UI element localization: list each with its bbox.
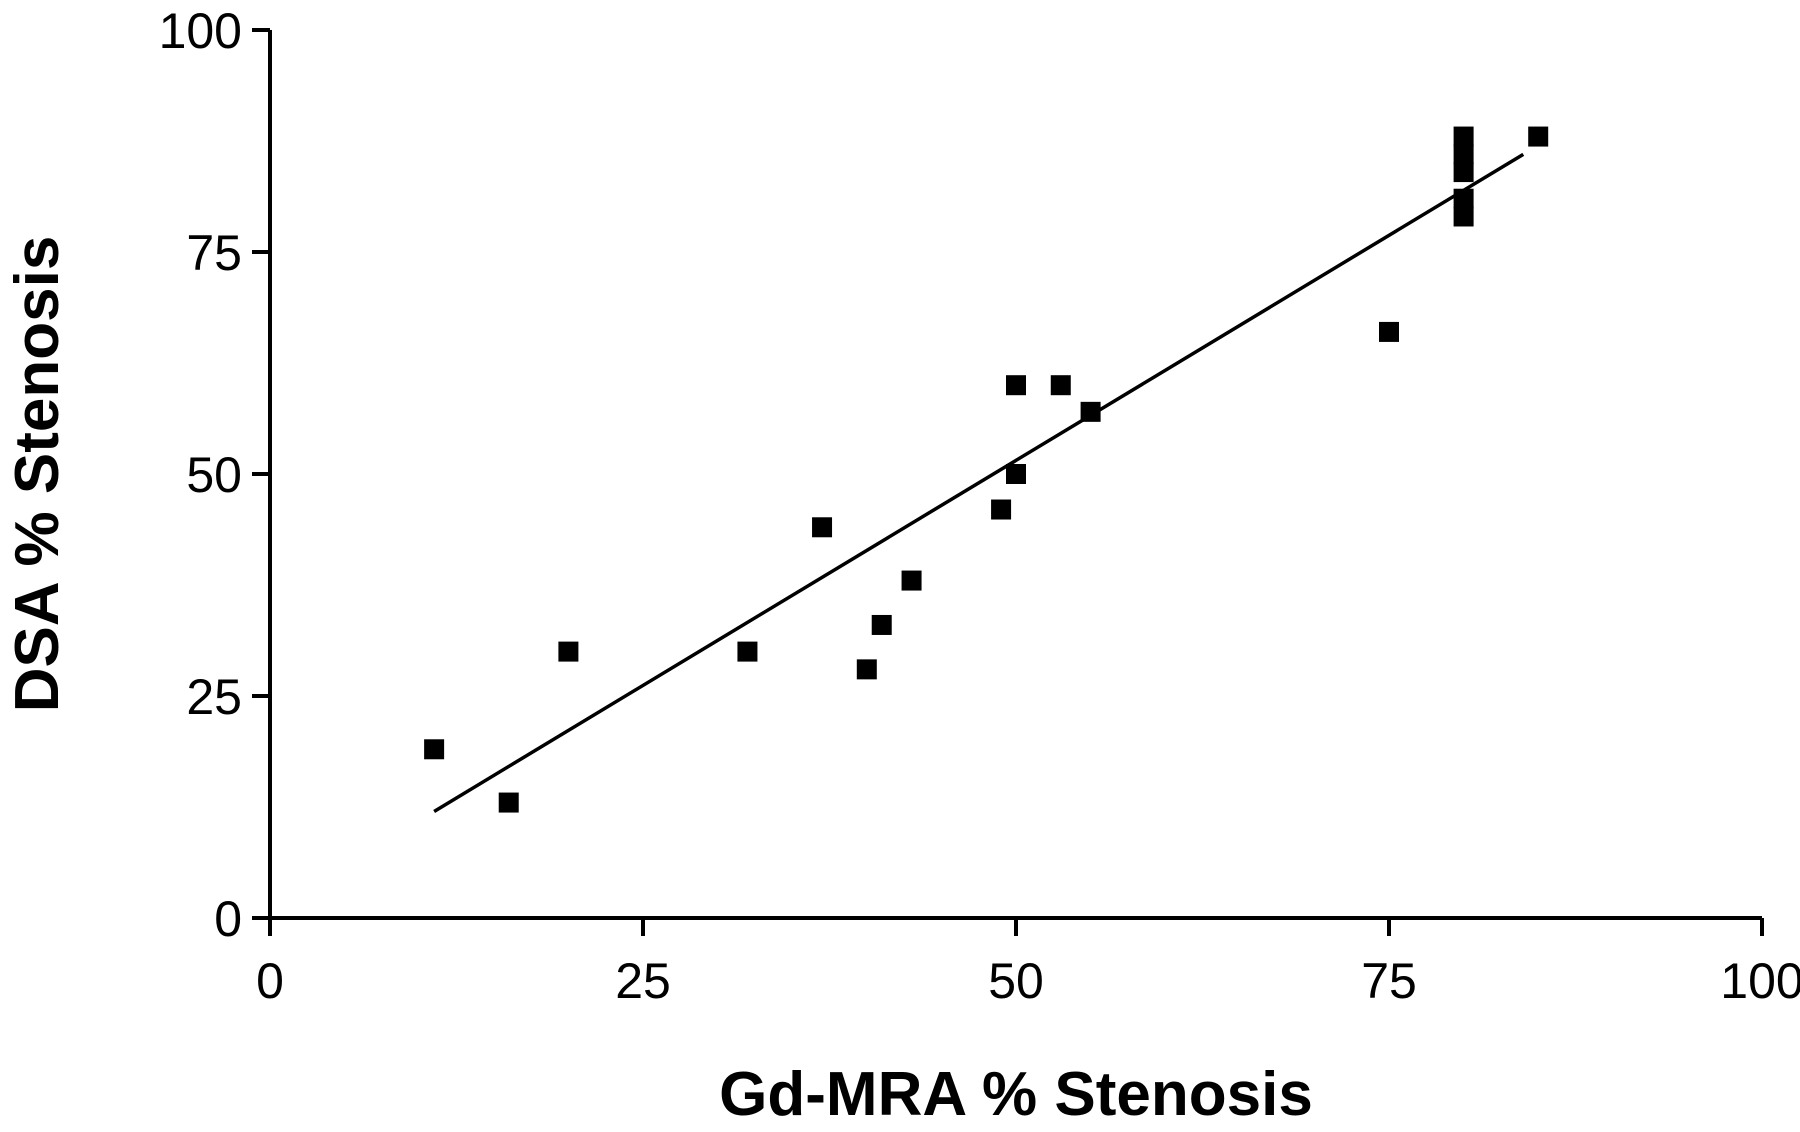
- data-point: [737, 641, 758, 662]
- data-point: [1528, 126, 1549, 147]
- x-axis-title: Gd-MRA % Stenosis: [719, 1060, 1313, 1129]
- data-point: [812, 517, 833, 538]
- data-point: [498, 792, 519, 813]
- y-tick-label: 25: [186, 669, 242, 725]
- y-axis-title: DSA % Stenosis: [3, 236, 72, 713]
- x-tick-label: 0: [256, 953, 284, 1009]
- data-point: [558, 641, 579, 662]
- y-ticks: 0 25 50 75 100: [159, 3, 270, 947]
- x-tick-label: 100: [1720, 953, 1800, 1009]
- y-tick-label: 75: [186, 225, 242, 281]
- y-tick-label: 50: [186, 447, 242, 503]
- x-tick-label: 75: [1361, 953, 1417, 1009]
- x-tick-label: 25: [615, 953, 671, 1009]
- data-point: [871, 614, 892, 635]
- regression-line: [433, 152, 1525, 813]
- regression-line-group: [433, 152, 1525, 813]
- data-points: [424, 126, 1549, 813]
- data-point: [1453, 206, 1474, 227]
- data-point: [901, 570, 922, 591]
- data-point: [424, 739, 445, 760]
- data-point: [1453, 126, 1474, 147]
- data-point: [991, 499, 1012, 520]
- data-point: [1080, 401, 1101, 422]
- y-tick-label: 100: [159, 3, 242, 59]
- x-ticks: 0 25 50 75 100: [256, 918, 1800, 1009]
- data-point: [1453, 144, 1474, 165]
- x-tick-label: 50: [988, 953, 1044, 1009]
- data-point: [1453, 188, 1474, 209]
- data-point: [856, 659, 877, 680]
- data-point: [1006, 464, 1026, 484]
- data-point: [1050, 375, 1071, 396]
- data-point: [1379, 321, 1399, 342]
- data-point: [1006, 375, 1026, 396]
- y-tick-label: 0: [214, 891, 242, 947]
- data-point: [1453, 162, 1474, 183]
